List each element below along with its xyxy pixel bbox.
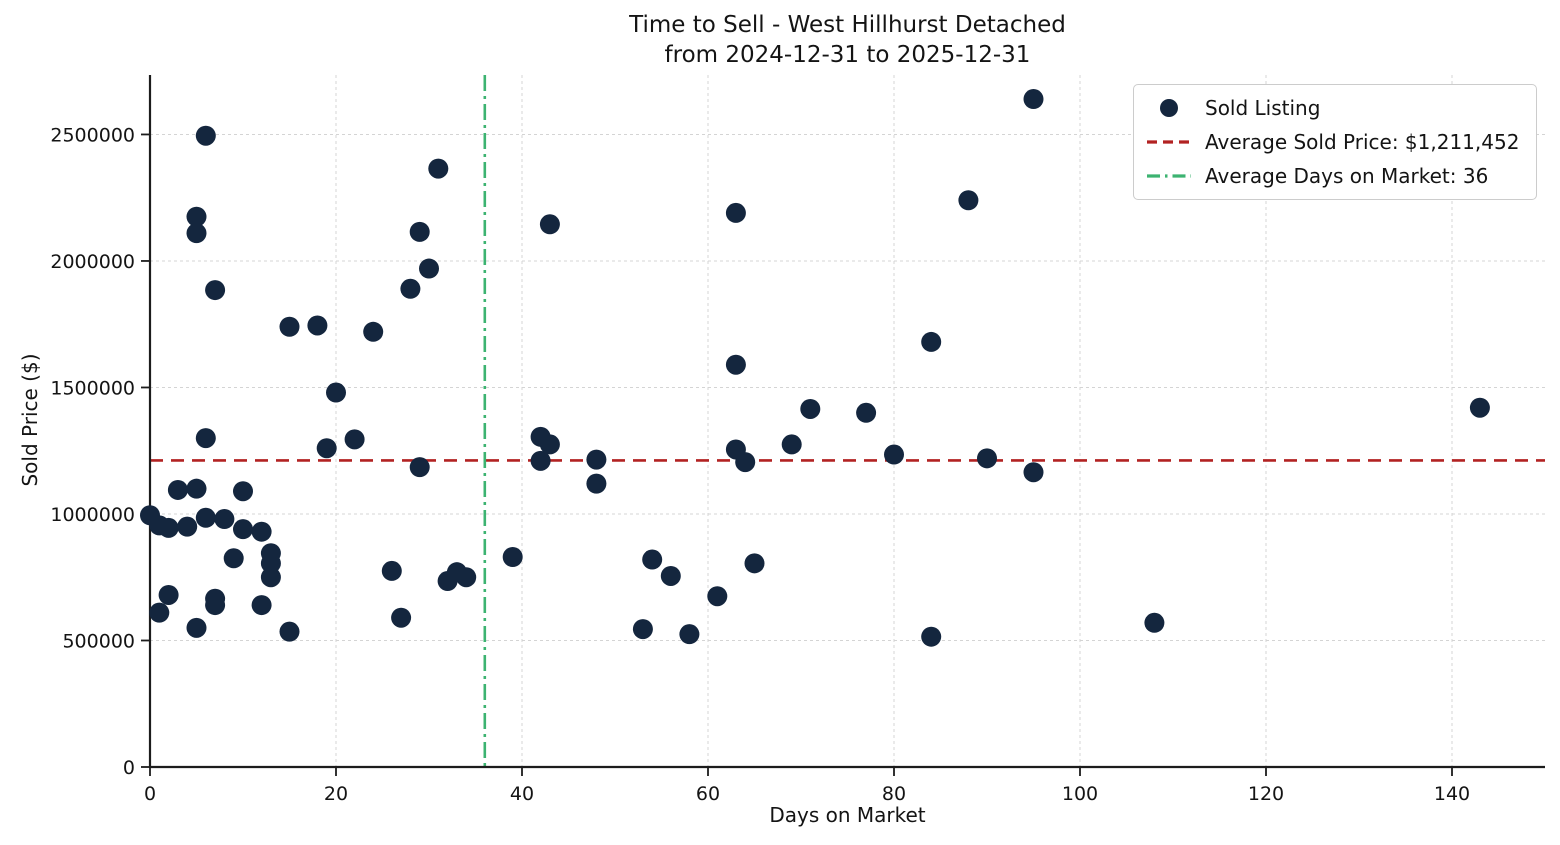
scatter-point	[177, 516, 198, 537]
scatter-point	[186, 206, 207, 227]
legend: Sold Listing Average Sold Price: $1,211,…	[1133, 84, 1537, 200]
legend-item-average-sold-price: Average Sold Price: $1,211,452	[1146, 128, 1524, 156]
scatter-point	[419, 258, 439, 279]
x-tick-label: 0	[144, 783, 156, 805]
y-tick-label: 2500000	[50, 124, 135, 146]
scatter-point	[214, 509, 235, 530]
legend-item-average-days-on-market: Average Days on Market: 36	[1146, 162, 1524, 190]
scatter-point	[195, 125, 216, 146]
x-tick-label: 20	[324, 783, 348, 805]
scatter-point	[195, 507, 216, 528]
scatter-point	[856, 402, 877, 423]
scatter-point	[260, 567, 281, 588]
chart-title-line-1: Time to Sell - West Hillhurst Detached	[629, 12, 1066, 38]
scatter-point	[260, 553, 281, 574]
scatter-point	[158, 584, 179, 605]
y-tick-label: 500000	[62, 630, 135, 652]
scatter-point	[279, 316, 300, 337]
scatter-point	[502, 546, 523, 567]
scatter-point	[233, 481, 253, 502]
legend-label: Average Days on Market: 36	[1205, 164, 1489, 188]
scatter-point	[186, 617, 207, 638]
legend-label: Sold Listing	[1205, 96, 1321, 120]
y-tick-label: 1000000	[50, 504, 135, 526]
scatter-point	[744, 553, 765, 574]
scatter-point	[251, 521, 272, 542]
scatter-point	[539, 214, 560, 235]
scatter-point	[977, 448, 997, 469]
scatter-point	[344, 429, 365, 450]
scatter-point	[921, 331, 942, 352]
scatter-point	[223, 548, 244, 569]
scatter-point	[409, 457, 430, 478]
scatter-point	[660, 565, 681, 586]
y-tick-label: 0	[123, 757, 135, 779]
legend-dot-marker	[1160, 99, 1178, 117]
scatter-point	[391, 607, 412, 628]
scatter-point	[1023, 462, 1044, 483]
scatter-point	[400, 278, 421, 299]
y-tick-label: 2000000	[50, 251, 135, 273]
y-tick-label: 1500000	[50, 377, 135, 399]
scatter-point	[530, 450, 551, 471]
x-tick-label: 100	[1062, 783, 1098, 805]
x-tick-label: 60	[696, 783, 720, 805]
scatter-point	[735, 452, 756, 473]
x-tick-label: 40	[510, 783, 534, 805]
scatter-point	[958, 190, 979, 211]
scatter-point	[428, 158, 449, 179]
legend-label: Average Sold Price: $1,211,452	[1205, 130, 1520, 154]
scatter-point	[632, 619, 653, 640]
scatter-point	[279, 621, 300, 642]
scatter-point	[539, 434, 560, 455]
legend-item-sold-listing: Sold Listing	[1146, 94, 1524, 122]
scatter-point	[316, 438, 337, 459]
chart-title-line-2: from 2024-12-31 to 2025-12-31	[664, 42, 1031, 68]
scatter-point	[884, 444, 904, 465]
scatter-point	[205, 280, 226, 301]
scatter-point	[586, 449, 607, 470]
scatter-point	[186, 478, 207, 499]
scatter-point	[195, 428, 216, 449]
scatter-point	[725, 202, 746, 223]
scatter-point	[186, 223, 207, 244]
scatter-point	[642, 549, 663, 570]
dashdot-line-icon	[1147, 174, 1191, 178]
scatter-point	[363, 321, 384, 342]
scatter-point	[233, 519, 253, 540]
scatter-point	[158, 517, 179, 538]
scatter-point	[586, 473, 607, 494]
scatter-point	[149, 602, 170, 623]
x-axis-label: Days on Market	[769, 803, 926, 827]
scatter-point	[707, 586, 728, 607]
dashed-line-icon	[1147, 140, 1191, 144]
scatter-point	[381, 560, 402, 581]
scatter-point	[1023, 89, 1044, 110]
scatter-point	[725, 354, 746, 375]
scatter-point	[205, 595, 226, 616]
chart-title: Time to Sell - West Hillhurst Detached f…	[150, 10, 1545, 70]
x-tick-label: 80	[882, 783, 906, 805]
scatter-point	[307, 315, 328, 336]
scatter-point	[167, 479, 188, 500]
scatter-point	[921, 626, 942, 647]
scatter-point	[781, 434, 802, 455]
scatter-point	[1144, 612, 1165, 633]
x-tick-label: 140	[1434, 783, 1470, 805]
x-tick-label: 120	[1248, 783, 1284, 805]
scatter-point	[1469, 397, 1490, 418]
sold-listing-dot-icon	[1160, 99, 1178, 117]
scatter-point	[456, 567, 477, 588]
scatter-point	[679, 624, 700, 645]
scatter-point	[326, 382, 346, 403]
scatter-point	[409, 221, 430, 242]
scatter-point	[251, 595, 272, 616]
scatter-point	[800, 398, 821, 419]
y-axis-label: Sold Price ($)	[18, 353, 42, 487]
